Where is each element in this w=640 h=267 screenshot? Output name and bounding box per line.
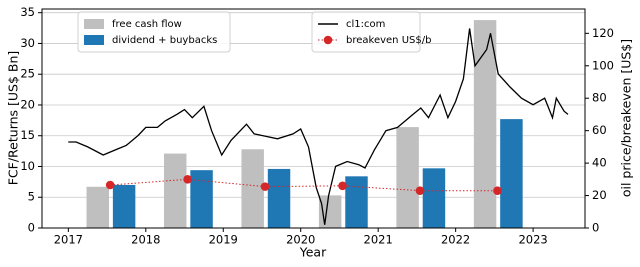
legend-label: cl1:com: [346, 19, 385, 30]
x-tick-label: 2021: [364, 233, 393, 247]
bar: [241, 149, 264, 228]
legend: free cash flow dividend + buybacks: [77, 11, 231, 53]
bar: [473, 20, 497, 229]
breakeven-point: [493, 186, 502, 195]
x-tick-label: 2022: [441, 233, 470, 247]
bar: [345, 176, 368, 228]
breakeven-point: [183, 175, 192, 184]
y-tick-label: 20: [20, 97, 35, 111]
y-tick-label: 10: [20, 159, 35, 173]
y-tick-label: 15: [20, 128, 35, 142]
y2-tick-label: 100: [592, 58, 614, 72]
legend-swatch: [84, 19, 104, 29]
y-axis-label: FCF/Returns [US$ Bn]: [6, 51, 21, 186]
x-tick-label: 2018: [131, 233, 160, 247]
x-tick-label: 2019: [209, 233, 238, 247]
x-tick-label: 2023: [518, 233, 547, 247]
breakeven-line: [110, 178, 498, 192]
y2-tick-label: 120: [592, 26, 614, 40]
legend-swatch: [84, 35, 104, 45]
y2-axis-label: oil price/breakeven [US$]: [619, 39, 634, 197]
y2-tick-label: 20: [592, 188, 607, 202]
breakeven-point: [105, 180, 115, 190]
bar: [164, 153, 187, 228]
legend: cl1:com breakeven US$/b: [311, 11, 431, 53]
legend-box: [77, 11, 231, 53]
breakeven-point: [415, 186, 425, 195]
legend-marker: [323, 35, 333, 45]
plot-frame: [41, 8, 586, 229]
y-tick-label: 5: [28, 190, 35, 204]
y2-tick-label: 60: [592, 123, 607, 137]
x-tick-label: 2017: [54, 233, 83, 247]
y-tick-label: 25: [20, 67, 35, 81]
bar: [112, 184, 136, 228]
legend-box: [311, 11, 421, 53]
y-tick-label: 35: [20, 5, 35, 19]
bar: [86, 186, 110, 228]
y-tick-label: 30: [20, 36, 35, 50]
legend-label: free cash flow: [112, 19, 182, 30]
breakeven-point: [338, 181, 347, 191]
bar: [396, 127, 419, 228]
legend-label: breakeven US$/b: [346, 35, 431, 46]
bar: [422, 168, 446, 228]
bar: [190, 170, 213, 228]
y-tick-label: 0: [28, 221, 35, 235]
bar: [267, 168, 291, 228]
breakeven-point: [260, 182, 270, 191]
y2-tick-label: 40: [592, 156, 607, 170]
y2-tick-label: 0: [592, 221, 599, 235]
bar: [500, 119, 523, 228]
price-line: [68, 28, 569, 225]
x-tick-label: 2020: [286, 233, 315, 247]
x-axis-label: Year: [299, 245, 327, 260]
legend-label: dividend + buybacks: [112, 35, 217, 46]
y2-tick-label: 80: [592, 91, 607, 105]
